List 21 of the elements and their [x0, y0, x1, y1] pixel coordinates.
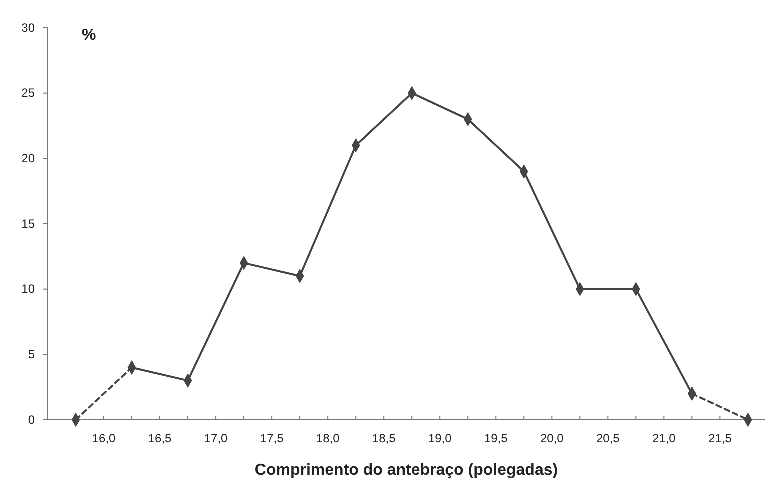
y-axis-title: %	[82, 27, 96, 44]
x-tick-label: 17,0	[204, 432, 228, 446]
x-tick-label: 20,0	[540, 432, 564, 446]
x-tick-label: 18,5	[372, 432, 396, 446]
x-tick-label: 16,5	[148, 432, 172, 446]
x-tick-label: 21,5	[708, 432, 732, 446]
y-tick-label: 0	[28, 412, 36, 427]
y-tick-label: 30	[22, 20, 36, 35]
x-axis-title: Comprimento do antebraço (polegadas)	[254, 462, 558, 479]
x-tick-label: 16,0	[92, 432, 116, 446]
x-tick-label: 20,5	[596, 432, 620, 446]
y-tick-label: 5	[28, 348, 36, 362]
y-tick-label: 25	[22, 86, 36, 100]
x-tick-label: 19,5	[484, 432, 508, 446]
x-tick-label: 21,0	[652, 432, 676, 446]
y-tick-label: 20	[22, 152, 36, 166]
y-tick-label: 10	[22, 282, 36, 296]
x-tick-label: 19,0	[428, 432, 452, 446]
x-tick-label: 18,0	[316, 432, 340, 446]
y-tick-label: 15	[22, 216, 36, 231]
x-tick-label: 17,5	[260, 432, 284, 446]
